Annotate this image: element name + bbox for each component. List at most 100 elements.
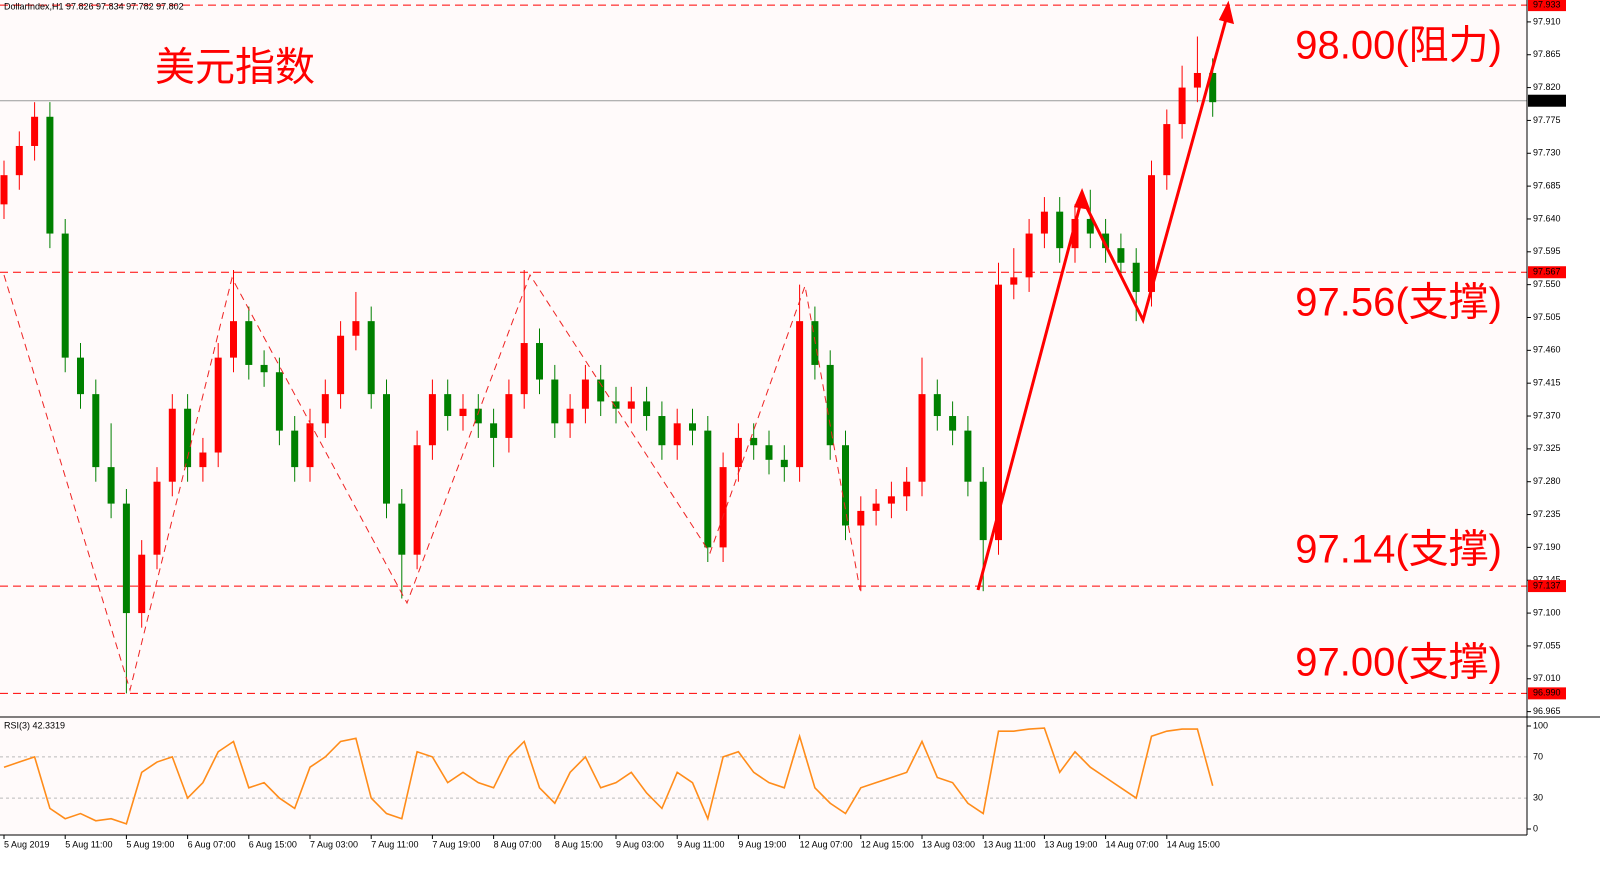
candle-body (245, 321, 253, 365)
candle-body (918, 394, 926, 482)
y-tick-label: 97.910 (1533, 16, 1561, 26)
candle-body (597, 379, 605, 402)
candle-body (122, 503, 130, 614)
y-tick-label: 97.190 (1533, 542, 1561, 552)
candle-body (520, 343, 528, 395)
candle-body (643, 401, 651, 417)
candle-body (949, 416, 957, 431)
x-tick-label: 7 Aug 03:00 (310, 839, 358, 849)
candle-body (398, 503, 406, 555)
y-tick-label: 97.865 (1533, 49, 1561, 59)
candle-body (627, 401, 635, 409)
price-label-box (1528, 580, 1566, 593)
x-tick-label: 6 Aug 07:00 (188, 839, 236, 849)
candle-body (765, 445, 773, 460)
zigzag (3, 273, 861, 692)
candle-body (872, 503, 880, 511)
y-tick-label: 97.280 (1533, 476, 1561, 486)
price-label: 97.567 (1533, 267, 1561, 277)
x-tick-label: 14 Aug 15:00 (1167, 839, 1220, 849)
candle-body (887, 496, 895, 504)
arrow-head (1073, 187, 1091, 210)
candle-body (551, 379, 559, 424)
candle-body (780, 459, 788, 468)
candle-body (61, 233, 69, 358)
price-label-box (1528, 266, 1566, 279)
candle-body (413, 445, 421, 555)
candle-body (826, 364, 834, 446)
annotation: 97.56(支撑) (1295, 281, 1502, 325)
candle-body (383, 394, 390, 504)
candle-body (367, 321, 375, 395)
x-tick-label: 9 Aug 11:00 (677, 839, 724, 849)
x-tick-label: 9 Aug 19:00 (738, 839, 786, 849)
candle-body (1086, 218, 1094, 234)
x-tick-label: 13 Aug 03:00 (922, 839, 975, 849)
candle-body (92, 394, 100, 468)
candle-body (673, 423, 681, 446)
price-label: 97.933 (1533, 0, 1561, 9)
candle-body (107, 467, 115, 504)
y-tick-label: 97.460 (1533, 345, 1561, 355)
x-tick-label: 9 Aug 03:00 (616, 839, 664, 849)
candle-body (306, 423, 314, 468)
candle-body (658, 416, 666, 446)
candle-body (842, 445, 849, 526)
x-tick-label: 12 Aug 15:00 (861, 839, 914, 849)
candle-body (275, 372, 283, 431)
candle-body (1148, 175, 1155, 292)
candle-body (15, 145, 23, 176)
y-tick-label: 97.775 (1533, 115, 1561, 125)
candle-body (1132, 262, 1140, 292)
candle-body (199, 452, 207, 468)
candle-body (719, 467, 727, 548)
y-tick-label: 97.055 (1533, 640, 1561, 650)
candle-body (979, 481, 987, 541)
y-tick-label: 97.010 (1533, 673, 1561, 683)
candle-body (444, 394, 452, 417)
x-tick-label: 5 Aug 11:00 (65, 839, 112, 849)
candle-body (230, 321, 237, 358)
annotation: 98.00(阻力) (1295, 24, 1502, 68)
candle-body (291, 430, 299, 468)
price-label-box (1528, 687, 1566, 700)
candle-body (1040, 211, 1048, 234)
y-tick-label: 30 (1533, 792, 1543, 802)
price-label-box (1528, 0, 1566, 12)
candle-body (964, 430, 972, 482)
candle-body (337, 335, 345, 395)
candle-body (581, 379, 589, 409)
candle-body (459, 408, 467, 417)
trend-arrows (976, 0, 1235, 591)
y-tick-label: 97.640 (1533, 213, 1561, 223)
candle-body (214, 357, 222, 453)
y-tick-label: 0 (1533, 823, 1538, 833)
rsi-title: RSI(3) 42.3319 (4, 720, 65, 730)
candle-body (260, 364, 268, 373)
candle-body (704, 430, 712, 548)
candle-body (995, 284, 1002, 541)
chart-title: 美元指数 (155, 46, 315, 90)
y-tick-label: 97.415 (1533, 378, 1561, 388)
y-tick-label: 97.505 (1533, 312, 1561, 322)
candle-body (138, 554, 146, 614)
candle-body (46, 116, 54, 234)
x-tick-label: 7 Aug 19:00 (432, 839, 480, 849)
trend-arrow (976, 11, 1230, 591)
candle-body (428, 394, 436, 446)
x-tick-label: 13 Aug 11:00 (983, 839, 1035, 849)
price-pane: 97.910 97.865 97.820 97.775 97.730 97.685 97.6… (0, 0, 1566, 849)
y-tick-label: 97.730 (1533, 148, 1561, 158)
rsi-pane: 100 70 30 0 (0, 720, 1548, 833)
candle-body (1071, 218, 1079, 249)
zigzag-line (3, 273, 861, 692)
x-tick-label: 12 Aug 07:00 (800, 839, 853, 849)
x-tick-label: 7 Aug 11:00 (371, 839, 418, 849)
price-label: 97.802 (1533, 95, 1561, 105)
price-label: 97.137 (1533, 580, 1561, 590)
candle-body (857, 510, 865, 526)
candle-body (31, 116, 39, 146)
candle-body (505, 394, 513, 438)
x-tick-label: 14 Aug 07:00 (1106, 839, 1159, 849)
